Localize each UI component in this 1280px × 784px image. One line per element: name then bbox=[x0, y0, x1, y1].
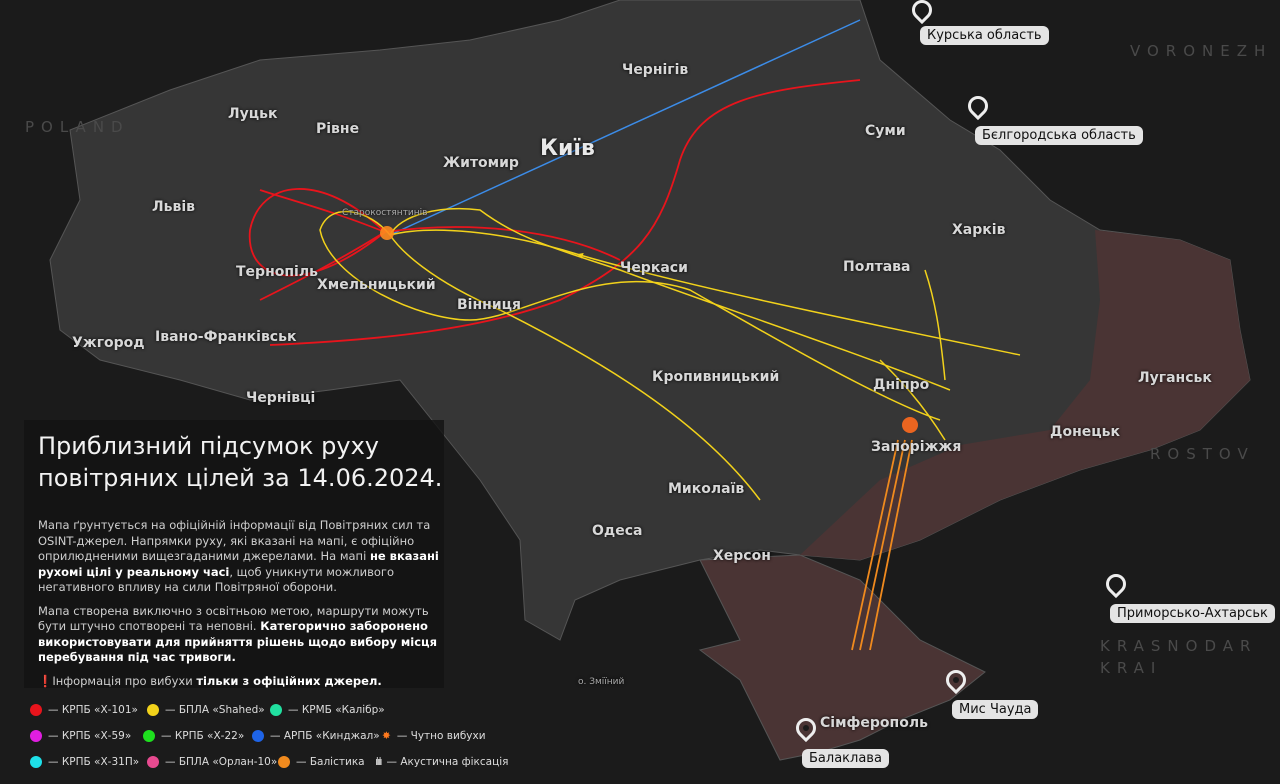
legend-item: — БПЛА «Shahed» bbox=[147, 704, 265, 716]
place-tag: Приморсько-Ахтарськ bbox=[1110, 604, 1275, 623]
country-label: POLAND bbox=[25, 118, 130, 136]
desc-bold: Категорично заборонено використовувати д… bbox=[38, 619, 437, 664]
magenta-dot-icon bbox=[30, 730, 42, 742]
legend-item: — КРПБ «Х-22» bbox=[143, 730, 244, 742]
city-label: Чернігів bbox=[622, 62, 689, 78]
exclamation-icon: ❗ bbox=[38, 673, 53, 688]
place-tag: Курська область bbox=[920, 26, 1049, 45]
city-label: Миколаїв bbox=[668, 481, 745, 497]
city-label: Полтава bbox=[843, 259, 911, 275]
city-label: Вінниця bbox=[457, 297, 521, 313]
city-label: Рівне bbox=[316, 121, 360, 137]
legend-item: — КРМБ «Калібр» bbox=[270, 704, 385, 716]
legend-label: — КРПБ «Х-31П» bbox=[48, 756, 140, 768]
city-label: Одеса bbox=[592, 523, 643, 539]
city-label: Кропивницький bbox=[652, 369, 780, 385]
desc-bold: не вказані рухомі цілі у реальному часі bbox=[38, 549, 439, 579]
country-label: ROSTOV bbox=[1150, 445, 1255, 463]
blue-dot-icon bbox=[252, 730, 264, 742]
island-label: о. Зміїний bbox=[578, 677, 625, 687]
city-label: Тернопіль bbox=[236, 264, 318, 280]
city-label: Черкаси bbox=[620, 260, 688, 276]
city-label: Сімферополь bbox=[820, 715, 928, 731]
legend-item: ✸ — Чутно вибухи bbox=[382, 730, 486, 742]
country-label: KRASNODAR KRAI bbox=[1100, 637, 1258, 677]
legend-label: — КРМБ «Калібр» bbox=[288, 704, 385, 716]
legend-item: — БПЛА «Орлан-10» bbox=[147, 756, 277, 768]
legend-label: — Акустична фіксація bbox=[386, 756, 509, 768]
desc-text: , щоб уникнути можливого негативного впл… bbox=[38, 564, 394, 595]
city-kyiv: Київ bbox=[540, 136, 595, 161]
info-panel bbox=[24, 420, 444, 688]
place-tag: Бєлгородська область bbox=[975, 126, 1143, 145]
city-label: Хмельницький bbox=[317, 277, 436, 293]
legend-item: ılıılı — Акустична фіксація bbox=[375, 756, 508, 768]
cyan-dot-icon bbox=[30, 756, 42, 768]
legend-label: — Балістика bbox=[296, 756, 365, 768]
country-label: VORONEZH bbox=[1130, 42, 1273, 60]
legend-label: — Чутно вибухи bbox=[396, 730, 486, 742]
city-label: Суми bbox=[865, 123, 906, 139]
routes-shahed bbox=[319, 207, 1021, 501]
city-label: Ужгород bbox=[72, 335, 145, 351]
soundwave-icon: ılıılı bbox=[375, 756, 382, 768]
legend-label: — КРПБ «Х-59» bbox=[48, 730, 132, 742]
teal-dot-icon bbox=[270, 704, 282, 716]
legend-label: — КРПБ «Х-101» bbox=[48, 704, 138, 716]
legend-label: — АРПБ «Кинджал» bbox=[270, 730, 380, 742]
legend-item: — КРПБ «Х-31П» bbox=[30, 756, 139, 768]
description: Мапа ґрунтується на офіційній інформації… bbox=[38, 518, 448, 697]
city-label: Львів bbox=[152, 199, 195, 215]
city-label: Донецьк bbox=[1050, 424, 1120, 440]
title-line: повітряних цілей за 14.06.2024. bbox=[38, 464, 443, 492]
city-label: Харків bbox=[952, 222, 1006, 238]
occupied-east bbox=[800, 230, 1250, 560]
place-tag: Мис Чауда bbox=[952, 700, 1039, 719]
city-label: Луцьк bbox=[228, 106, 278, 122]
legend-item: — Балістика bbox=[278, 756, 365, 768]
legend-label: — КРПБ «Х-22» bbox=[161, 730, 245, 742]
pink-dot-icon bbox=[147, 756, 159, 768]
orange-dot-icon bbox=[278, 756, 290, 768]
explosion-icon: ✸ bbox=[382, 730, 391, 742]
legend-label: — БПЛА «Орлан-10» bbox=[165, 756, 278, 768]
green-dot-icon bbox=[143, 730, 155, 742]
crimea-territory bbox=[698, 554, 986, 761]
legend-item: — КРПБ «Х-101» bbox=[30, 704, 138, 716]
page-title: Приблизний підсумок руху повітряних ціле… bbox=[38, 430, 458, 494]
city-label-small: Старокостянтинів bbox=[342, 208, 428, 218]
red-dot-icon bbox=[30, 704, 42, 716]
city-label: Луганськ bbox=[1138, 370, 1212, 386]
place-tag: Балаклава bbox=[802, 749, 889, 768]
route-kinzhal bbox=[389, 19, 861, 236]
city-label: Житомир bbox=[443, 155, 519, 171]
legend-label: — БПЛА «Shahed» bbox=[165, 704, 265, 716]
legend-item: — АРПБ «Кинджал» bbox=[252, 730, 380, 742]
desc-bold: тільки з офіційних джерел. bbox=[196, 673, 382, 688]
city-label: Дніпро bbox=[873, 377, 930, 393]
city-label: Херсон bbox=[713, 548, 771, 564]
title-line: Приблизний підсумок руху bbox=[38, 432, 380, 460]
desc-text: Мапа ґрунтується на офіційній інформації… bbox=[38, 518, 431, 563]
city-label: Івано-Франківськ bbox=[155, 329, 297, 345]
desc-text: Інформація про вибухи bbox=[52, 673, 197, 688]
yellow-dot-icon bbox=[147, 704, 159, 716]
legend-item: — КРПБ «Х-59» bbox=[30, 730, 131, 742]
city-label: Запоріжжя bbox=[871, 439, 962, 455]
routes-ballistic bbox=[851, 439, 913, 651]
city-label: Чернівці bbox=[246, 390, 316, 406]
desc-text: Мапа створена виключно з освітньою метою… bbox=[38, 603, 429, 634]
explosion-icon bbox=[380, 226, 918, 433]
